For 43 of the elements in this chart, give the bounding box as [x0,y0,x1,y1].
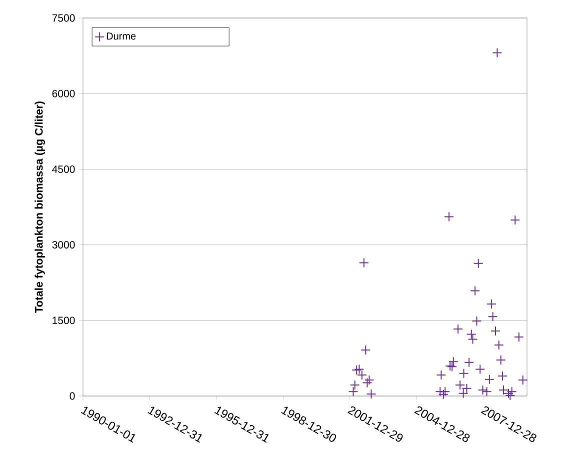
point [490,326,500,336]
point [453,324,464,334]
point [448,356,458,367]
point [438,389,448,400]
legend-label: Durme [106,32,136,40]
point [475,364,486,374]
point [514,332,524,342]
point [350,380,360,390]
point [458,368,469,378]
point [360,344,371,355]
y-tick-label: 4500 [52,165,75,173]
point [458,388,468,398]
point [473,258,484,268]
point [494,340,504,350]
point [472,316,482,326]
point [486,299,496,310]
point [470,286,480,296]
point [506,386,517,397]
point [488,312,498,322]
point [440,386,450,397]
y-tick-label: 3000 [52,241,75,249]
point [366,388,376,399]
y-tick-label: 6000 [52,90,75,98]
point [466,329,476,340]
y-tick-label: 1500 [52,316,75,324]
point [496,355,506,366]
point [468,334,478,344]
point [348,386,358,397]
point [482,386,492,397]
point [510,215,520,225]
point [484,374,494,384]
point [436,370,446,380]
point [478,385,488,396]
point [492,48,502,58]
y-tick-label: 7500 [52,14,75,22]
y-tick-label: 0 [70,392,75,400]
point [518,375,528,386]
point [358,258,369,268]
point [444,212,454,222]
point [497,370,508,381]
point [362,378,372,388]
point [464,357,474,368]
y-axis-title: Totale fytoplankton biomassa (µg C/liter) [34,101,45,313]
